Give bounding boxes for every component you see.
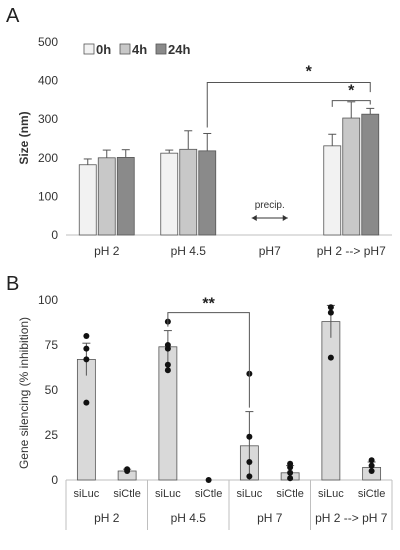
panel-b-y-axis-label: Gene silencing (% inhibition) [17,317,31,469]
panel-b-category-labels: pH 2 siLuc siCtle pH 4.5 siLuc siCtle pH 7 siLu… [74,488,388,525]
y-tick-label: 100 [38,293,58,307]
panel-b-axes: 0 25 50 75 100 [38,293,393,530]
sublabel: siLuc [237,488,263,500]
category-label: pH 2 --> pH7 [317,244,386,258]
legend-swatch [155,43,167,55]
bar-0h [78,164,97,236]
data-point [287,469,294,476]
y-tick-label: 0 [51,228,58,242]
bar [76,358,96,481]
bar-4h [179,148,198,236]
precip-arrow-right-head [282,215,288,221]
sublabel: siCtle [113,488,141,500]
category-label: pH 2 [94,244,120,258]
sublabel: siLuc [155,488,181,500]
legend-label: 0h [96,42,111,57]
significance-star: * [306,64,313,81]
data-point [327,309,334,316]
sublabel: siLuc [74,488,100,500]
panel-b-annotations: ** [167,296,250,408]
precip-arrow-left-head [251,215,257,221]
sublabel: siCtle [195,488,223,500]
sublabel: siCtle [276,488,304,500]
y-tick-label: 50 [45,383,59,397]
sublabel: siLuc [318,488,344,500]
data-point [164,342,171,348]
significance-bracket [331,100,371,107]
bar-0h [323,145,342,236]
bar-24h [198,150,217,236]
panel-b-bars [76,304,382,483]
data-point [124,466,131,473]
legend-label: 24h [168,42,190,57]
bar-4h [342,117,361,236]
group-label: pH 2 --> pH 7 [315,511,388,525]
significance-bracket [167,312,250,408]
data-point [368,457,375,464]
data-point [83,333,90,339]
panel-a-category-labels: pH 2 pH 4.5 pH7 pH 2 --> pH7 [94,244,386,258]
category-label: pH 4.5 [171,244,207,258]
bar [321,321,341,481]
significance-bracket [206,82,371,128]
panel-a-legend: 0h 4h 24h [83,42,190,57]
bar-0h [160,152,179,236]
panel-a-annotations: precip. * * [206,64,371,221]
panel-a-letter: A [6,5,20,27]
panel-a-chart: 0 100 200 300 400 500 pH 2 pH 4.5 pH7 pH 2 --> p… [17,35,392,258]
data-point [164,367,171,374]
data-point [368,462,375,469]
data-point [327,354,334,361]
y-tick-label: 300 [38,112,58,126]
panel-a-y-axis-label: Size (nm) [17,111,31,164]
data-point [246,473,253,480]
legend-label: 4h [132,42,147,57]
panel-b-letter: B [6,273,19,295]
y-tick-label: 400 [38,74,58,88]
panel-a-bars [78,101,380,236]
data-point [246,433,253,440]
group-label: pH 2 [94,511,120,525]
group-label: pH 7 [257,511,283,525]
data-point [287,475,294,482]
data-point [287,460,294,467]
y-tick-label: 200 [38,151,58,165]
y-tick-label: 25 [45,428,59,442]
panel-b-chart: 0 25 50 75 100 pH 2 siLuc siCtle pH 4.5 siLuc siC… [17,293,393,530]
category-label: pH7 [259,244,281,258]
data-point [327,304,334,311]
significance-star: * [348,83,355,100]
data-point [83,399,90,406]
sublabel: siCtle [358,488,386,500]
data-point [164,361,171,368]
legend-swatch [83,43,95,55]
data-point [246,459,253,465]
bar-24h [361,113,380,236]
legend-swatch [119,43,131,55]
y-tick-label: 75 [45,338,59,352]
precip-annotation: precip. [255,200,285,211]
bar-24h [116,157,135,236]
data-point [368,468,375,474]
y-tick-label: 100 [38,189,58,203]
data-point [83,345,90,352]
data-point [83,356,90,363]
data-point [205,477,212,483]
group-label: pH 4.5 [171,511,207,525]
y-tick-label: 500 [38,35,58,49]
bar-4h [97,157,116,236]
significance-stars: ** [202,296,215,313]
y-tick-label: 0 [51,473,58,487]
